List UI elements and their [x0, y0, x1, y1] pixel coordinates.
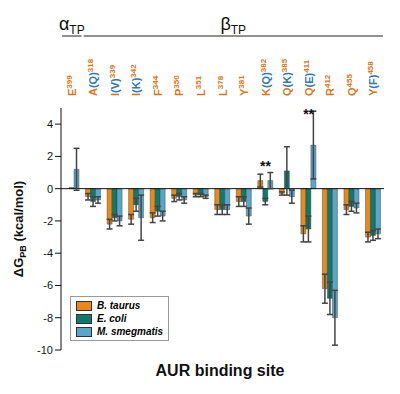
- svg-text:Q(K)385: Q(K)385: [280, 58, 293, 96]
- svg-text:F344: F344: [151, 75, 164, 96]
- svg-text:-6: -6: [43, 279, 53, 291]
- svg-text:2: 2: [47, 150, 53, 162]
- html-text:E. coli: E. coli: [97, 313, 127, 324]
- svg-text:Y(F)458: Y(F)458: [366, 61, 379, 96]
- svg-text:L378: L378: [216, 75, 229, 96]
- svg-text:-10: -10: [37, 344, 53, 356]
- svg-text:Y381: Y381: [237, 75, 250, 96]
- svg-text:R412: R412: [323, 74, 336, 96]
- svg-text:4: 4: [47, 118, 53, 130]
- svg-text:**: **: [260, 158, 271, 174]
- svg-text:P350: P350: [172, 75, 185, 96]
- svg-text:I(K)342: I(K)342: [129, 64, 142, 96]
- html-text:AUR binding site: AUR binding site: [155, 362, 285, 379]
- html-text:M. smegmatis: M. smegmatis: [97, 326, 164, 337]
- html-text:B. taurus: B. taurus: [97, 300, 141, 311]
- svg-text:-2: -2: [43, 215, 53, 227]
- svg-text:Q(E)411: Q(E)411: [302, 59, 315, 96]
- svg-text:ΔGPB (kcal/mol): ΔGPB (kcal/mol): [11, 181, 28, 277]
- svg-text:**: **: [303, 106, 314, 122]
- svg-text:L351: L351: [194, 75, 207, 96]
- svg-text:K(Q)382: K(Q)382: [259, 58, 272, 96]
- svg-text:-8: -8: [43, 312, 53, 324]
- svg-text:E399: E399: [65, 75, 78, 96]
- svg-text:A(Q)318: A(Q)318: [86, 58, 99, 96]
- svg-text:-4: -4: [43, 247, 53, 259]
- svg-text:αTP: αTP: [59, 14, 85, 37]
- svg-text:Q455: Q455: [345, 74, 358, 96]
- svg-text:0: 0: [47, 183, 53, 195]
- svg-text:βTP: βTP: [220, 14, 246, 37]
- svg-text:I(V)339: I(V)339: [108, 64, 121, 96]
